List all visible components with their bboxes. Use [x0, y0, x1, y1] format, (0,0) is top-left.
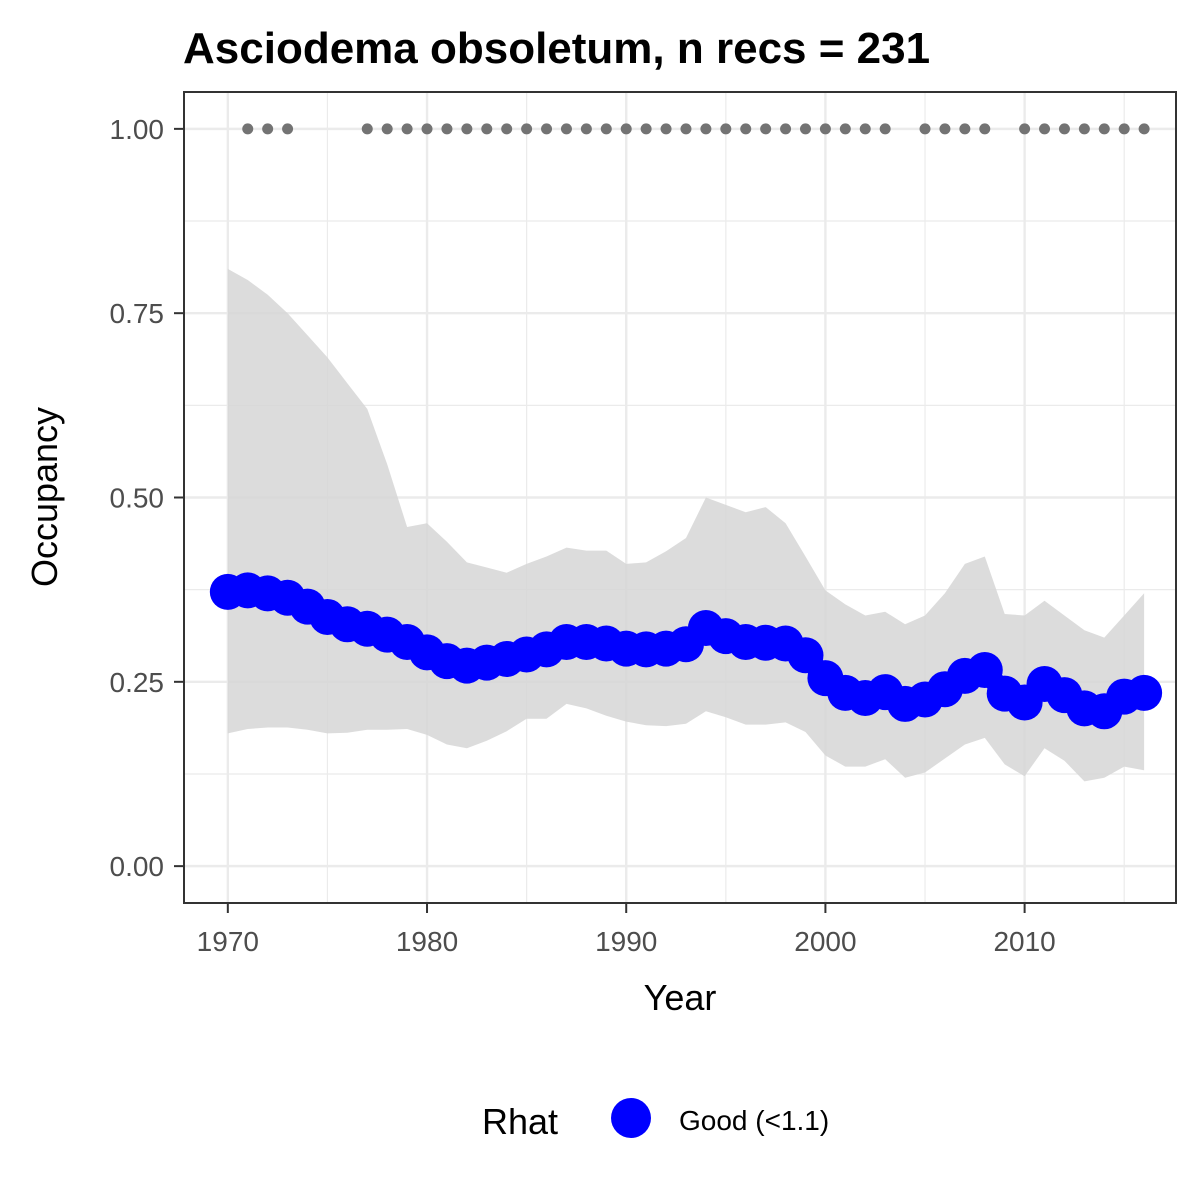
record-point	[481, 123, 493, 135]
y-tick-label: 0.50	[110, 483, 165, 514]
record-point	[839, 123, 851, 135]
record-point	[700, 123, 712, 135]
record-point	[521, 123, 533, 135]
record-point	[879, 123, 891, 135]
y-tick-label: 0.00	[110, 851, 165, 882]
x-tick-label: 1980	[396, 926, 458, 957]
record-point	[242, 123, 254, 135]
x-tick-label: 1970	[197, 926, 259, 957]
record-point	[381, 123, 393, 135]
y-tick-label: 0.75	[110, 298, 165, 329]
record-point	[660, 123, 672, 135]
record-point	[979, 123, 991, 135]
record-point	[939, 123, 951, 135]
occupancy-series-layer	[209, 572, 1163, 730]
record-point	[819, 123, 831, 135]
record-point	[262, 123, 274, 135]
record-point	[361, 123, 373, 135]
record-point	[1118, 123, 1130, 135]
record-point	[461, 123, 473, 135]
y-axis: 0.00 0.25 0.50 0.75 1.00	[110, 114, 184, 882]
record-point	[1058, 123, 1070, 135]
y-tick-label: 0.25	[110, 667, 165, 698]
record-point	[1138, 123, 1150, 135]
record-point	[501, 123, 513, 135]
record-point	[282, 123, 294, 135]
record-point	[1019, 123, 1031, 135]
y-axis-title: Occupancy	[24, 407, 65, 587]
record-point	[580, 123, 592, 135]
record-point	[1039, 123, 1051, 135]
record-point	[620, 123, 632, 135]
legend-key-good	[611, 1098, 651, 1138]
record-point	[919, 123, 931, 135]
record-points-layer	[242, 123, 1150, 135]
record-point	[1098, 123, 1110, 135]
legend-label-good: Good (<1.1)	[679, 1105, 829, 1136]
record-point	[640, 123, 652, 135]
record-point	[401, 123, 413, 135]
record-point	[680, 123, 692, 135]
record-point	[1078, 123, 1090, 135]
occupancy-point	[966, 652, 1003, 689]
record-point	[740, 123, 752, 135]
x-tick-label: 2000	[794, 926, 856, 957]
record-point	[720, 123, 732, 135]
record-point	[560, 123, 572, 135]
record-point	[600, 123, 612, 135]
record-point	[859, 123, 871, 135]
legend-title: Rhat	[482, 1101, 558, 1142]
record-point	[799, 123, 811, 135]
record-point	[421, 123, 433, 135]
occupancy-point	[1126, 674, 1163, 711]
x-tick-label: 2010	[993, 926, 1055, 957]
record-point	[780, 123, 792, 135]
record-point	[760, 123, 772, 135]
record-point	[541, 123, 553, 135]
record-point	[959, 123, 971, 135]
y-tick-label: 1.00	[110, 114, 165, 145]
x-axis-title: Year	[644, 977, 717, 1018]
legend: Rhat Good (<1.1)	[482, 1098, 829, 1142]
chart-title: Asciodema obsoletum, n recs = 231	[183, 24, 930, 73]
record-point	[441, 123, 453, 135]
x-tick-label: 1990	[595, 926, 657, 957]
x-axis: 1970 1980 1990 2000 2010	[197, 903, 1056, 957]
